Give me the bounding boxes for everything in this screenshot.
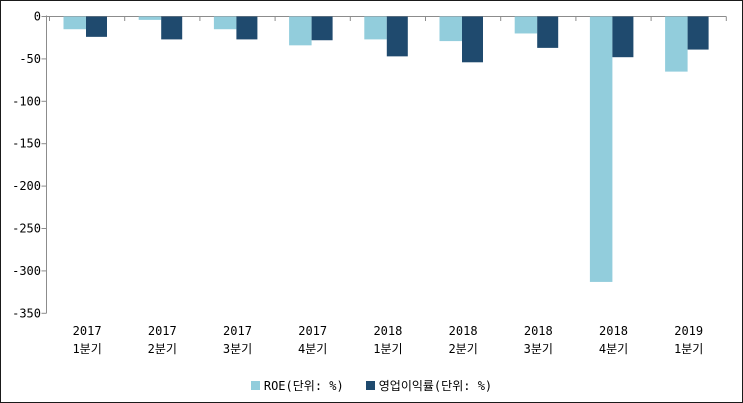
- x-axis-category-quarter: 1분기: [373, 342, 402, 356]
- x-axis-category-quarter: 2분기: [148, 342, 177, 356]
- legend: ROE(단위: %) 영업이익률(단위: %): [1, 377, 742, 394]
- x-axis-category-quarter: 4분기: [599, 342, 628, 356]
- bar-roe: [589, 16, 613, 282]
- legend-item-operating-margin: 영업이익률(단위: %): [365, 377, 493, 394]
- y-axis-tick-label: 0: [34, 10, 41, 24]
- legend-label-roe: ROE(단위: %): [263, 379, 344, 393]
- bar-roe: [665, 16, 688, 72]
- bar-roe: [364, 16, 387, 40]
- x-axis-category-year: 2017: [298, 324, 327, 338]
- legend-item-roe: ROE(단위: %): [250, 377, 344, 394]
- y-axis-tick-label: -350: [12, 306, 41, 320]
- x-axis-category-year: 2018: [373, 324, 402, 338]
- x-axis-category-year: 2017: [223, 324, 252, 338]
- bar-operating-margin: [236, 16, 258, 40]
- bar-operating-margin: [161, 16, 183, 40]
- bar-roe: [138, 16, 162, 20]
- x-axis-category-quarter: 2분기: [448, 342, 477, 356]
- legend-label-operating-margin: 영업이익률(단위: %): [378, 379, 493, 393]
- x-axis-category-quarter: 3분기: [223, 342, 252, 356]
- x-axis-category-quarter: 1분기: [674, 342, 703, 356]
- bar-operating-margin: [537, 16, 559, 48]
- legend-swatch-roe-icon: [250, 381, 260, 390]
- bar-operating-margin: [462, 16, 483, 63]
- x-axis-category-year: 2019: [674, 324, 703, 338]
- y-axis-tick-label: -150: [12, 137, 41, 151]
- x-axis-category-year: 2018: [524, 324, 553, 338]
- bar-roe: [213, 16, 237, 30]
- bar-roe: [439, 16, 462, 42]
- x-axis-category-year: 2017: [148, 324, 177, 338]
- bar-operating-margin: [687, 16, 709, 50]
- y-axis-tick-label: -300: [12, 264, 41, 278]
- x-axis-category-quarter: 1분기: [72, 342, 101, 356]
- y-axis-tick-label: -200: [12, 179, 41, 193]
- bar-roe: [63, 16, 86, 30]
- x-axis-category-year: 2017: [73, 324, 102, 338]
- bar-operating-margin: [86, 16, 107, 37]
- bar-operating-margin: [311, 16, 333, 41]
- y-axis-tick-label: -250: [12, 222, 41, 236]
- x-axis-category-year: 2018: [599, 324, 628, 338]
- y-axis-tick-label: -100: [12, 94, 41, 108]
- y-axis-tick-label: -50: [19, 52, 41, 66]
- bar-operating-margin: [386, 16, 408, 57]
- bar-roe: [289, 16, 312, 46]
- x-axis-category-quarter: 4분기: [298, 342, 327, 356]
- x-axis-category-quarter: 3분기: [524, 342, 553, 356]
- x-axis-category-year: 2018: [449, 324, 478, 338]
- bar-roe: [514, 16, 538, 34]
- bar-operating-margin: [612, 16, 634, 58]
- legend-swatch-operating-margin-icon: [365, 381, 375, 390]
